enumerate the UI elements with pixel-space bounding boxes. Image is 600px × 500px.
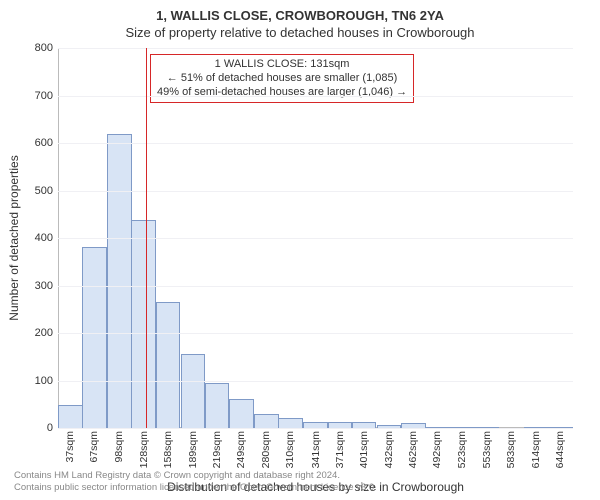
histogram-bar <box>156 302 181 428</box>
histogram-bar <box>107 134 132 429</box>
property-marker-line <box>146 48 147 428</box>
xtick-label: 189sqm <box>187 431 199 468</box>
xtick-label: 401sqm <box>358 431 370 468</box>
ytick-label: 700 <box>13 90 53 102</box>
ytick-label: 100 <box>13 375 53 387</box>
gridline <box>58 286 573 287</box>
histogram-bar <box>278 418 303 428</box>
xtick-label: 310sqm <box>284 431 296 468</box>
ytick-label: 200 <box>13 327 53 339</box>
gridline <box>58 238 573 239</box>
histogram-bar <box>205 383 230 428</box>
annotation-line1: 1 WALLIS CLOSE: 131sqm <box>157 58 407 72</box>
xtick-label: 583sqm <box>505 431 517 468</box>
xtick-label: 67sqm <box>88 431 100 463</box>
chart-title-address: 1, WALLIS CLOSE, CROWBOROUGH, TN6 2YA <box>0 0 600 23</box>
attribution-line1: Contains HM Land Registry data © Crown c… <box>14 470 377 482</box>
histogram-bar <box>181 354 206 428</box>
xtick-label: 553sqm <box>481 431 493 468</box>
xtick-label: 462sqm <box>407 431 419 468</box>
xtick-label: 128sqm <box>138 431 150 468</box>
plot-region: 1 WALLIS CLOSE: 131sqm ← 51% of detached… <box>58 48 573 428</box>
histogram-bar <box>229 399 254 428</box>
y-axis-label: Number of detached properties <box>7 155 21 320</box>
xtick-label: 523sqm <box>456 431 468 468</box>
attribution-text: Contains HM Land Registry data © Crown c… <box>14 470 377 494</box>
xtick-label: 37sqm <box>64 431 76 463</box>
chart-area: 1 WALLIS CLOSE: 131sqm ← 51% of detached… <box>58 48 573 428</box>
xtick-label: 158sqm <box>162 431 174 468</box>
annotation-line3: 49% of semi-detached houses are larger (… <box>157 86 407 100</box>
xtick-label: 371sqm <box>334 431 346 468</box>
xtick-label: 644sqm <box>554 431 566 468</box>
xtick-label: 614sqm <box>530 431 542 468</box>
gridline <box>58 96 573 97</box>
gridline <box>58 381 573 382</box>
histogram-bar <box>58 405 83 428</box>
gridline <box>58 191 573 192</box>
xtick-label: 219sqm <box>211 431 223 468</box>
gridline <box>58 333 573 334</box>
xtick-label: 492sqm <box>431 431 443 468</box>
gridline <box>58 48 573 49</box>
histogram-bar <box>131 220 156 428</box>
xtick-label: 249sqm <box>235 431 247 468</box>
gridline <box>58 143 573 144</box>
xtick-label: 280sqm <box>260 431 272 468</box>
histogram-bar <box>254 414 279 428</box>
histogram-bar <box>82 247 107 428</box>
xtick-label: 432sqm <box>383 431 395 468</box>
xtick-label: 341sqm <box>310 431 322 468</box>
attribution-line2: Contains public sector information licen… <box>14 482 377 494</box>
xtick-label: 98sqm <box>113 431 125 463</box>
gridline <box>58 428 573 429</box>
chart-title-subtitle: Size of property relative to detached ho… <box>0 25 600 40</box>
ytick-label: 600 <box>13 137 53 149</box>
ytick-label: 0 <box>13 422 53 434</box>
ytick-label: 800 <box>13 42 53 54</box>
annotation-line2: ← 51% of detached houses are smaller (1,… <box>157 72 407 86</box>
